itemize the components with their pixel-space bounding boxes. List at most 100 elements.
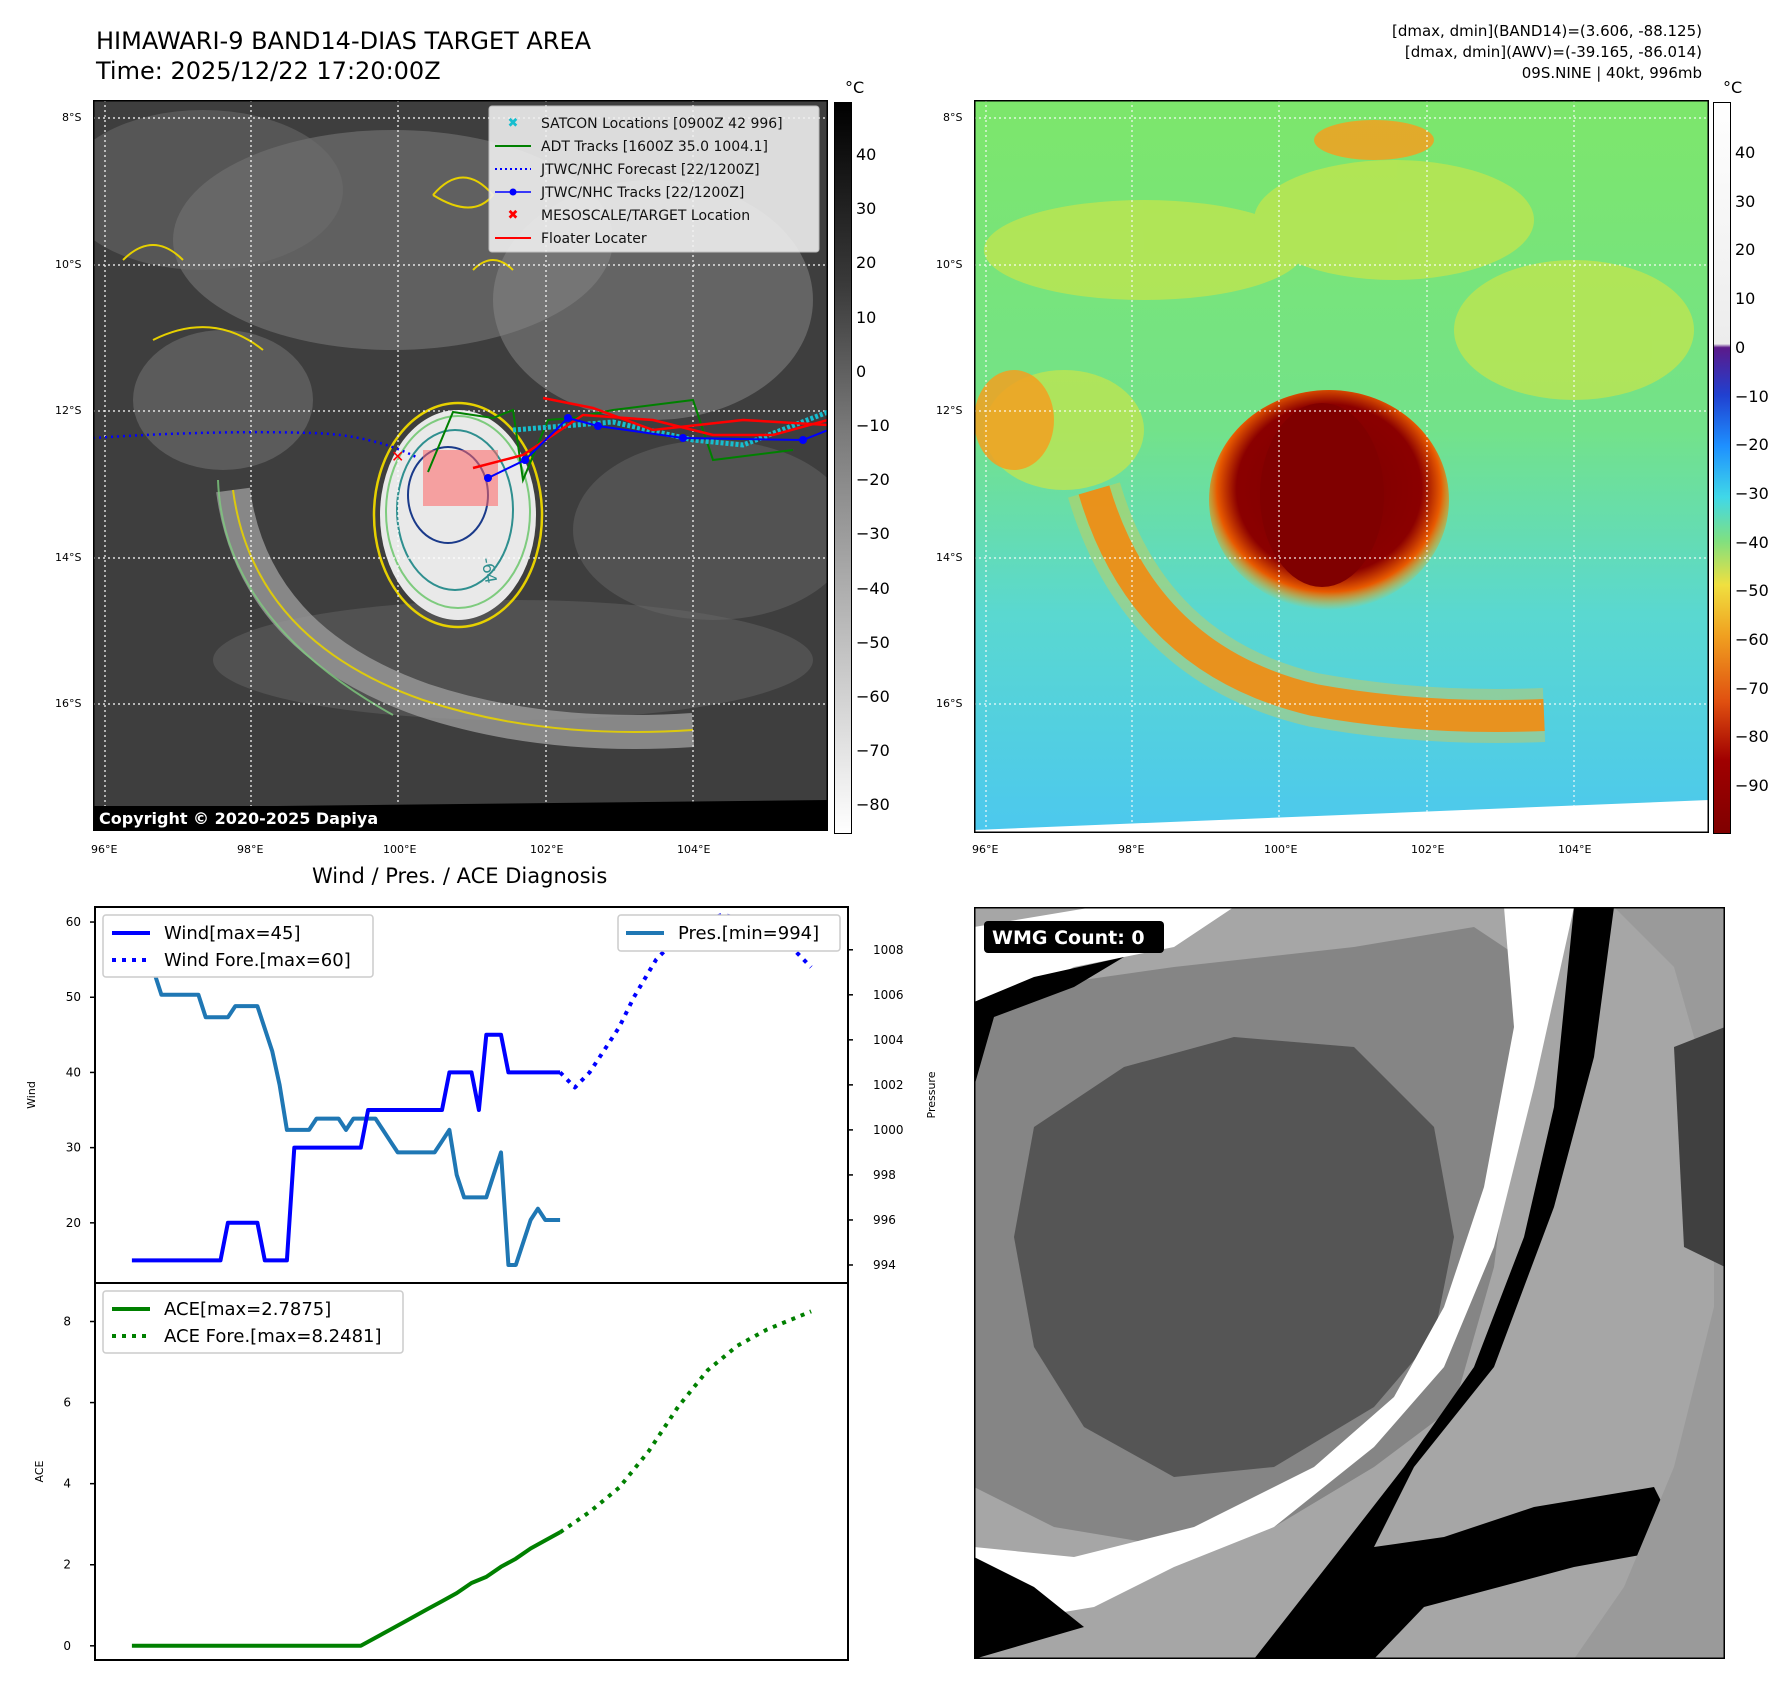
contour-label: -64 [477,556,500,585]
svg-text:✖: ✖ [508,208,519,223]
lon-label: 102°E [530,843,564,856]
pressure-ytick-label: 1002 [873,1078,904,1092]
wind-series-line [131,1032,561,1263]
pressure-ytick-label: 994 [873,1258,896,1272]
pressure-ytick-label: 1008 [873,943,904,957]
color-colorbar-tick: −70 [1735,678,1769,698]
legend-floater: Floater Locater [541,231,647,247]
gray-colorbar-tick: −70 [856,741,890,761]
color-colorbar-tick: −80 [1735,727,1769,747]
wind-ytick-label: 30 [66,1141,81,1155]
lat-label: 14°S [936,551,963,564]
color-colorbar-tick: 0 [1735,337,1746,357]
lon-label: 104°E [677,843,711,856]
lon-label: 104°E [1558,843,1592,856]
gray-colorbar-tick: −30 [856,524,890,544]
legend-box [102,1290,404,1354]
wmg-white-ring [974,907,1574,1627]
wind-ytick-label: 40 [66,1065,81,1079]
bt-range-info: [dmax, dmin](BAND14)=(3.606, -88.125) [1391,22,1702,40]
color-colorbar-tick: −60 [1735,630,1769,649]
lat-label: 16°S [936,697,963,710]
lat-label: 10°S [936,258,963,271]
color-colorbar-tick: 10 [1735,289,1756,309]
ace-series-line [131,1530,562,1648]
legend-box [617,914,841,952]
target-marker: ✕ [391,447,404,466]
legend-jtwc-forecast: JTWC/NHC Forecast [22/1200Z] [540,162,760,178]
pressure-series-line [131,947,561,1267]
legend-ace-label: ACE[max=2.7875] [164,1299,331,1320]
ace-ytick-label: 6 [63,1396,71,1410]
wind-ytick-label: 60 [66,915,81,929]
pressure-ytick-label: 1000 [873,1123,904,1137]
gray-colorbar-tick: −60 [856,687,890,706]
color-colorbar-tick: 30 [1735,191,1756,211]
color-colorbar-tick: −20 [1735,435,1769,455]
legend-adt: ADT Tracks [1600Z 35.0 1004.1] [541,139,768,155]
svg-text:✖: ✖ [508,116,519,131]
ace-ytick-label: 8 [63,1315,71,1329]
lat-label: 12°S [55,404,82,417]
gray-colorbar-tick: 0 [856,361,867,381]
legend-pres-label: Pres.[min=994] [678,923,819,944]
lat-label: 10°S [55,258,82,271]
lon-label: 96°E [972,843,999,856]
wmg-panel: WMG Count: 0 [974,907,1725,1659]
gray-colorbar-tick: 30 [856,199,877,219]
gray-colorbar-tick: −80 [856,795,890,815]
color-colorbar [1713,102,1731,834]
color-colorbar-tick: −50 [1735,581,1769,601]
pressure-ytick-label: 998 [873,1168,896,1182]
lat-label: 14°S [55,551,82,564]
color-colorbar-tick: −10 [1735,386,1769,406]
enhanced-map-panel [974,100,1709,833]
ace-ytick-label: 2 [63,1558,71,1572]
color-colorbar-tick: −30 [1735,483,1769,503]
gray-colorbar [834,102,852,834]
gray-colorbar-tick: 40 [856,145,877,164]
wmg-badge [984,921,1164,953]
color-colorbar-tick: 20 [1735,240,1756,260]
lon-label: 102°E [1411,843,1445,856]
wmg-black-ring [1254,907,1684,1659]
enhanced-core [1260,403,1384,587]
gray-colorbar-tick: −10 [856,416,890,435]
lon-label: 98°E [1118,843,1145,856]
ace-ytick-label: 4 [63,1477,71,1491]
awv-range-info: [dmax, dmin](AWV)=(-39.165, -86.014) [1404,43,1702,61]
gray-colorbar-tick: 10 [856,307,877,327]
color-colorbar-tick: −90 [1735,776,1769,796]
pressure-ytick-label: 1006 [873,988,904,1002]
ace-ytick-label: 0 [63,1639,71,1653]
diagnosis-title: Wind / Pres. / ACE Diagnosis [312,864,608,888]
map-legend: ✖ ✖ SATCON Locations [0900Z 42 996] ADT … [488,105,820,253]
colorbar-unit: °C [845,78,865,97]
pressure-ytick-label: 1004 [873,1033,904,1047]
legend-jtwc-tracks: JTWC/NHC Tracks [22/1200Z] [540,185,744,201]
lon-label: 100°E [1264,843,1298,856]
lon-label: 98°E [237,843,264,856]
wind-axis-label: Wind [25,1081,38,1109]
floater-track [472,413,828,470]
wind-ytick-label: 50 [66,990,81,1004]
legend-box [102,914,374,978]
legend-satcon: SATCON Locations [0900Z 42 996] [541,116,783,132]
wmg-count-label: WMG Count: 0 [992,927,1145,949]
gray-colorbar-tick: −40 [856,578,890,598]
legend-wind-label: Wind[max=45] [164,923,301,944]
legend-target: MESOSCALE/TARGET Location [541,208,750,224]
gray-colorbar-tick: 20 [856,253,877,273]
wmg-core [1014,1037,1454,1477]
legend-ace-fore-label: ACE Fore.[max=8.2481] [164,1326,382,1347]
lat-label: 16°S [55,697,82,710]
figure-title-line2: Time: 2025/12/22 17:20:00Z [96,57,441,85]
copyright-text: Copyright © 2020-2025 Dapiya [99,809,378,828]
ace-axis-label: ACE [33,1460,46,1482]
ace-forecast-series-line [558,1309,812,1534]
ir-map-panel: -64 ✕ ✖ ✖ SATCON Locati [93,100,828,831]
wind-ytick-label: 20 [66,1216,81,1230]
storm-info: 09S.NINE | 40kt, 996mb [1521,64,1702,82]
color-colorbar-tick: −40 [1735,532,1769,552]
legend-wind-fore-label: Wind Fore.[max=60] [164,950,351,971]
